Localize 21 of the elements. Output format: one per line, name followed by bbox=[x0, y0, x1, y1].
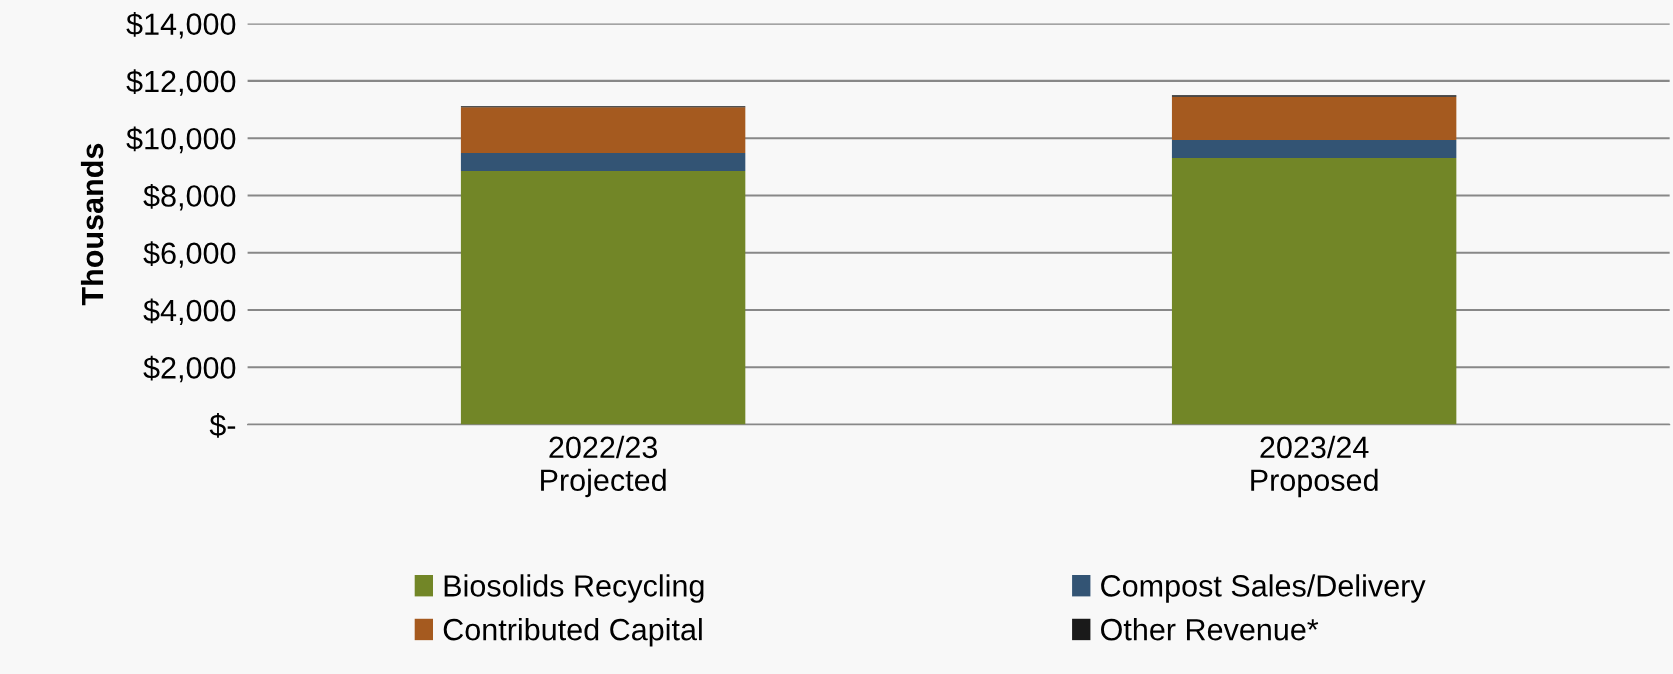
bar bbox=[1171, 139, 1457, 158]
legend-label: Contributed Capital bbox=[443, 618, 702, 647]
y-axis-title: Thousands bbox=[80, 143, 104, 306]
legend-label: Other Revenue* bbox=[1101, 618, 1319, 641]
y-tick-label: $10,000 bbox=[126, 126, 236, 154]
bar bbox=[460, 153, 746, 172]
y-tick-label: $14,000 bbox=[126, 12, 236, 39]
legend-label: Compost Sales/Delivery bbox=[1101, 574, 1426, 603]
bar bbox=[460, 171, 746, 425]
x-tick-label: 2022/23 Projected bbox=[541, 435, 666, 498]
x-tick-label: 2023/24 Proposed bbox=[1251, 435, 1378, 498]
y-tick-label: $2,000 bbox=[143, 355, 236, 383]
y-tick-label: $4,000 bbox=[143, 298, 236, 326]
bar bbox=[1171, 96, 1457, 140]
y-tick-label: $8,000 bbox=[143, 183, 236, 211]
legend-label: Biosolids Recycling bbox=[444, 574, 704, 603]
y-tick-label: $12,000 bbox=[126, 69, 236, 96]
y-tick-label: $6,000 bbox=[143, 241, 236, 268]
bar bbox=[1171, 157, 1457, 425]
bar bbox=[460, 107, 746, 154]
y-tick-label: $- bbox=[209, 413, 236, 438]
